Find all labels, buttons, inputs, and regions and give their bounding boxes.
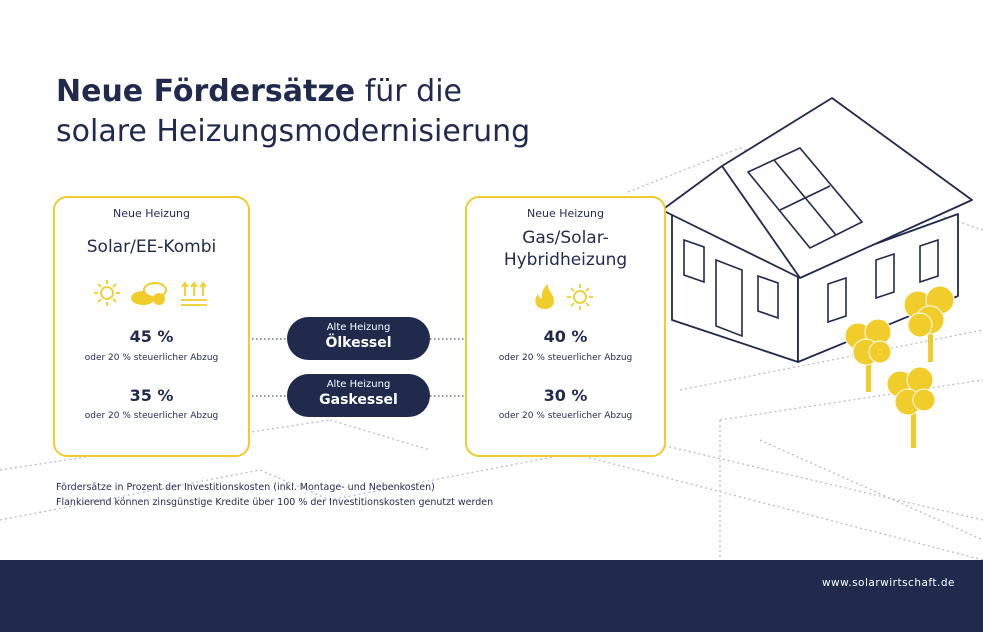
tax-note: oder 20 % steuerlicher Abzug xyxy=(498,411,633,421)
card-gas-solar-hybrid: Neue Heizung Gas/Solar- Hybridheizung 40… xyxy=(465,196,666,457)
pill-oelkessel: Alte Heizung Ölkessel xyxy=(287,317,430,360)
sun-icon xyxy=(567,284,593,310)
footer-bar xyxy=(0,560,983,632)
sun-icon xyxy=(94,280,120,306)
card-icons xyxy=(94,280,207,306)
rate-oelkessel: 45 % xyxy=(129,327,174,346)
flame-icon xyxy=(535,284,554,309)
card-solar-ee-kombi: Neue Heizung Solar/EE-Kombi xyxy=(53,196,250,457)
title-rest: für die xyxy=(364,74,462,109)
card-icons xyxy=(535,284,593,310)
title-line2: solare Heizungsmodernisierung xyxy=(56,114,531,149)
biomass-icon xyxy=(131,282,167,305)
rate-gaskessel: 30 % xyxy=(543,386,588,405)
tax-note: oder 20 % steuerlicher Abzug xyxy=(84,411,219,421)
page-title: Neue Fördersätze für die solare Heizungs… xyxy=(56,72,530,152)
pill-label: Alte Heizung xyxy=(326,379,391,390)
pill-name: Ölkessel xyxy=(325,335,392,351)
footer-url[interactable]: www.solarwirtschaft.de xyxy=(821,577,955,589)
card-label: Neue Heizung xyxy=(526,207,605,220)
heat-pump-icon xyxy=(181,281,207,306)
title-bold: Neue Fördersätze xyxy=(56,74,356,109)
footnote-2: Flankierend können zinsgünstige Kredite … xyxy=(56,497,494,508)
pill-gaskessel: Alte Heizung Gaskessel xyxy=(287,374,430,417)
rate-gaskessel: 35 % xyxy=(129,386,174,405)
tax-note: oder 20 % steuerlicher Abzug xyxy=(84,353,219,363)
card-label: Neue Heizung xyxy=(112,207,191,220)
rate-oelkessel: 40 % xyxy=(543,327,588,346)
card-heading: Solar/EE-Kombi xyxy=(86,237,217,257)
footnote-1: Fördersätze in Prozent der Investitionsk… xyxy=(56,482,435,493)
tax-note: oder 20 % steuerlicher Abzug xyxy=(498,353,633,363)
card-heading-line2: Hybridheizung xyxy=(503,250,628,270)
pill-label: Alte Heizung xyxy=(326,322,391,333)
pill-name: Gaskessel xyxy=(319,392,398,408)
card-heading-line1: Gas/Solar- xyxy=(522,228,609,248)
